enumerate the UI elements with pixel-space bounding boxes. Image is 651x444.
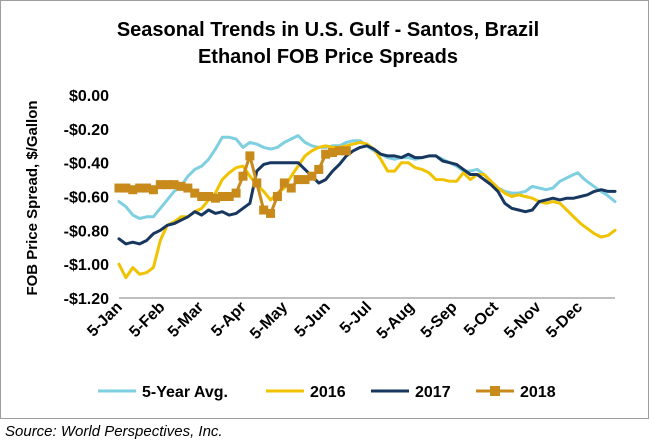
chart: Seasonal Trends in U.S. Gulf - Santos, B… bbox=[24, 19, 617, 401]
data-point-marker bbox=[252, 178, 262, 188]
x-tick-label: 5-Sep bbox=[418, 299, 461, 342]
data-point-marker bbox=[155, 180, 165, 190]
data-point-marker bbox=[190, 188, 200, 198]
data-point-marker bbox=[286, 183, 296, 193]
data-point-marker bbox=[272, 192, 282, 201]
source-note: Source: World Perspectives, Inc. bbox=[5, 423, 223, 440]
x-tick-label: 5-Mar bbox=[165, 299, 207, 341]
series-line-2017 bbox=[117, 144, 617, 246]
legend-swatch-marker bbox=[490, 386, 500, 396]
data-point-marker bbox=[224, 192, 234, 201]
y-tick-label: -$0.60 bbox=[64, 190, 109, 207]
data-point-marker bbox=[128, 185, 138, 195]
data-point-marker bbox=[142, 183, 152, 193]
y-tick-label: -$0.80 bbox=[64, 223, 109, 240]
data-point-marker bbox=[197, 192, 207, 201]
data-point-marker bbox=[279, 178, 289, 188]
legend-label: 5-Year Avg. bbox=[142, 384, 228, 401]
y-tick-label: $0.00 bbox=[69, 88, 109, 105]
x-tick-label: 5-Jun bbox=[292, 299, 334, 341]
x-tick-label: 5-Nov bbox=[501, 299, 545, 343]
legend-label: 2017 bbox=[415, 384, 451, 401]
data-point-marker bbox=[321, 149, 331, 159]
series-line-5-year-avg bbox=[117, 134, 617, 220]
x-tick-label: 5-Apr bbox=[208, 299, 250, 341]
x-tick-label: 5-Dec bbox=[543, 299, 586, 342]
data-point-marker bbox=[176, 181, 186, 191]
data-point-marker bbox=[210, 193, 220, 203]
data-point-marker bbox=[238, 171, 248, 181]
data-point-marker bbox=[293, 175, 303, 185]
data-point-marker bbox=[341, 146, 351, 156]
legend-label: 2016 bbox=[310, 384, 346, 401]
data-point-marker bbox=[204, 192, 214, 201]
x-tick-label: 5-Feb bbox=[126, 299, 168, 341]
x-tick-label: 5-Jul bbox=[337, 299, 375, 337]
series-line-2018 bbox=[117, 149, 348, 215]
data-point-marker bbox=[259, 205, 269, 215]
data-point-marker bbox=[307, 171, 317, 181]
legend-label: 2018 bbox=[520, 384, 556, 401]
x-tick-label: 5-Oct bbox=[461, 298, 502, 339]
y-tick-label: -$1.20 bbox=[64, 291, 109, 308]
y-tick-label: -$0.40 bbox=[64, 156, 109, 173]
data-point-marker bbox=[334, 146, 344, 156]
data-point-marker bbox=[217, 192, 227, 201]
data-point-marker bbox=[114, 183, 124, 193]
y-tick-label: -$1.00 bbox=[64, 257, 109, 274]
y-axis-label: FOB Price Spread, $/Gallon bbox=[24, 100, 41, 295]
data-point-marker bbox=[121, 183, 131, 193]
data-point-marker bbox=[314, 164, 324, 174]
data-point-marker bbox=[245, 151, 255, 161]
chart-title-line-2: Ethanol FOB Price Spreads bbox=[198, 46, 458, 68]
data-point-marker bbox=[266, 208, 276, 218]
data-point-marker bbox=[169, 180, 179, 190]
series-line-2016 bbox=[117, 140, 617, 280]
data-point-marker bbox=[135, 183, 145, 193]
data-point-marker bbox=[231, 188, 241, 198]
data-point-marker bbox=[162, 180, 172, 190]
y-tick-label: -$0.20 bbox=[64, 122, 109, 139]
data-point-marker bbox=[328, 148, 338, 158]
data-point-marker bbox=[183, 183, 193, 193]
data-point-marker bbox=[148, 185, 158, 195]
chart-title-line-1: Seasonal Trends in U.S. Gulf - Santos, B… bbox=[117, 19, 539, 41]
data-point-marker bbox=[300, 175, 310, 185]
x-tick-label: 5-May bbox=[247, 299, 291, 343]
x-tick-label: 5-Aug bbox=[374, 299, 418, 343]
